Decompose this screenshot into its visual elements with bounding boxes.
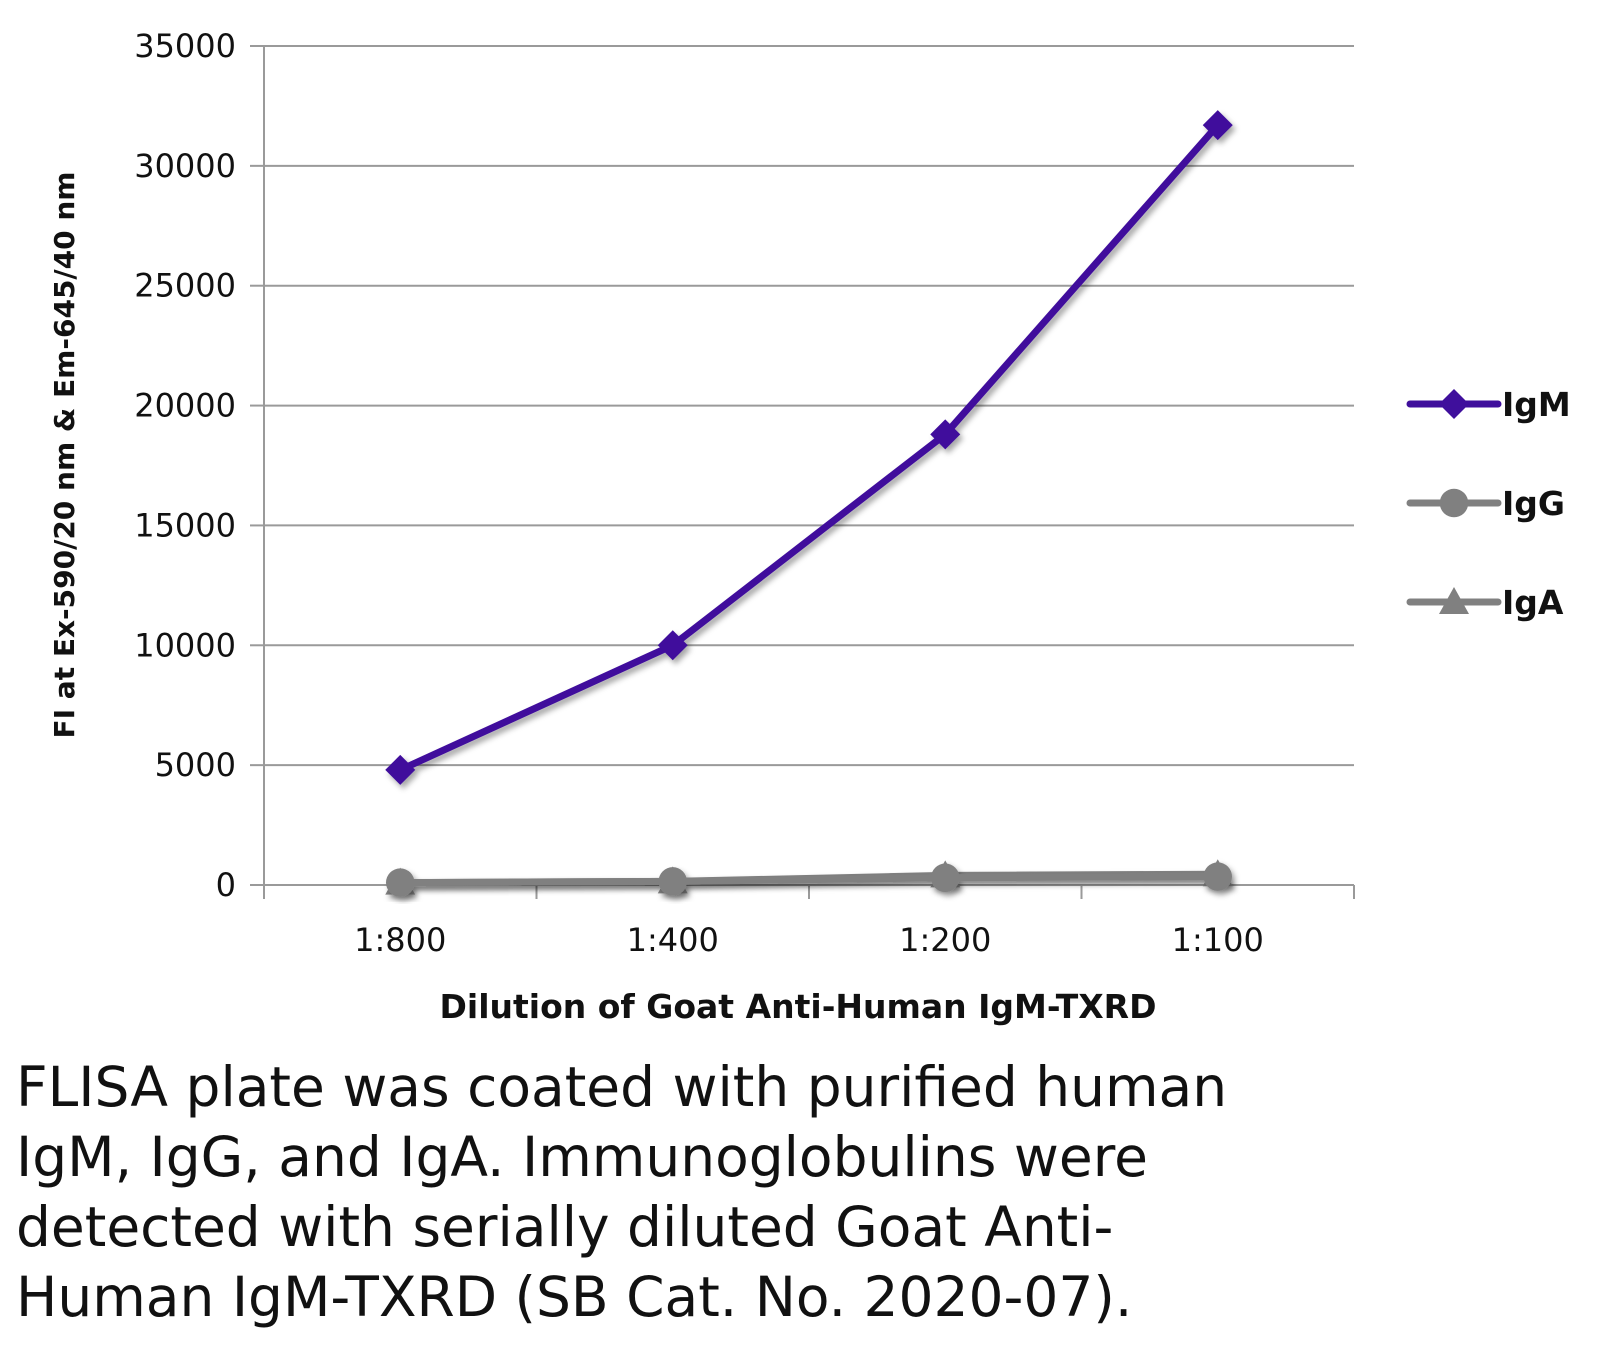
data-point [386,868,415,897]
x-tick-label: 1:100 [1172,921,1264,959]
x-axis-label: Dilution of Goat Anti-Human IgM-TXRD [440,987,1157,1026]
x-tick-label: 1:800 [354,921,446,959]
data-point [1202,110,1233,141]
y-tick-labels: 0 5000 10000 15000 20000 25000 30000 35000 [134,27,236,904]
x-tick-label: 1:200 [899,921,991,959]
series-igm [385,110,1233,785]
y-tick-label: 35000 [134,27,236,65]
legend-item: IgM [1406,385,1571,424]
y-tick-label: 10000 [134,626,236,664]
legend-label: IgG [1502,484,1565,523]
legend-item: IgG [1406,484,1565,523]
data-point [930,419,961,450]
caption-line: detected with serially diluted Goat Anti… [16,1195,1114,1259]
series-lines [385,110,1233,897]
y-tick-label: 5000 [155,746,236,784]
y-tick-label: 15000 [134,506,236,544]
series-line [396,873,1222,887]
data-point [657,630,688,661]
y-tick-label: 25000 [134,267,236,305]
data-point [658,867,687,896]
x-tick-label: 1:400 [627,921,719,959]
data-point [931,863,960,893]
caption-line: Human IgM-TXRD (SB Cat. No. 2020-07). [16,1265,1133,1329]
legend-marker-icon [1439,587,1469,614]
y-axis-label: FI at Ex-590/20 nm & Em-645/40 nm [48,172,81,739]
data-point [1203,862,1232,891]
caption-line: IgM, IgG, and IgA. Immunoglobulins were [16,1125,1148,1189]
axes [250,45,1355,899]
legend-item: IgA [1406,583,1564,622]
legend: IgM IgG IgA [1406,385,1571,622]
legend-label: IgA [1502,583,1564,622]
series-igg [386,862,1232,897]
legend-marker-icon [1439,389,1469,419]
y-tick-label: 20000 [134,387,236,425]
gridlines [264,45,1354,767]
data-point [385,754,416,785]
figure-caption: FLISA plate was coated with purified hum… [16,1052,1576,1332]
y-tick-label: 0 [216,866,236,904]
y-tick-label: 30000 [134,147,236,185]
x-tick-labels: 1:800 1:400 1:200 1:100 [354,921,1264,959]
caption-line: FLISA plate was coated with purified hum… [16,1055,1228,1119]
chart: 0 5000 10000 15000 20000 25000 30000 35000 1:80… [48,27,1571,1026]
series-line [396,121,1222,774]
legend-label: IgM [1502,385,1571,424]
legend-marker-icon [1439,488,1469,518]
